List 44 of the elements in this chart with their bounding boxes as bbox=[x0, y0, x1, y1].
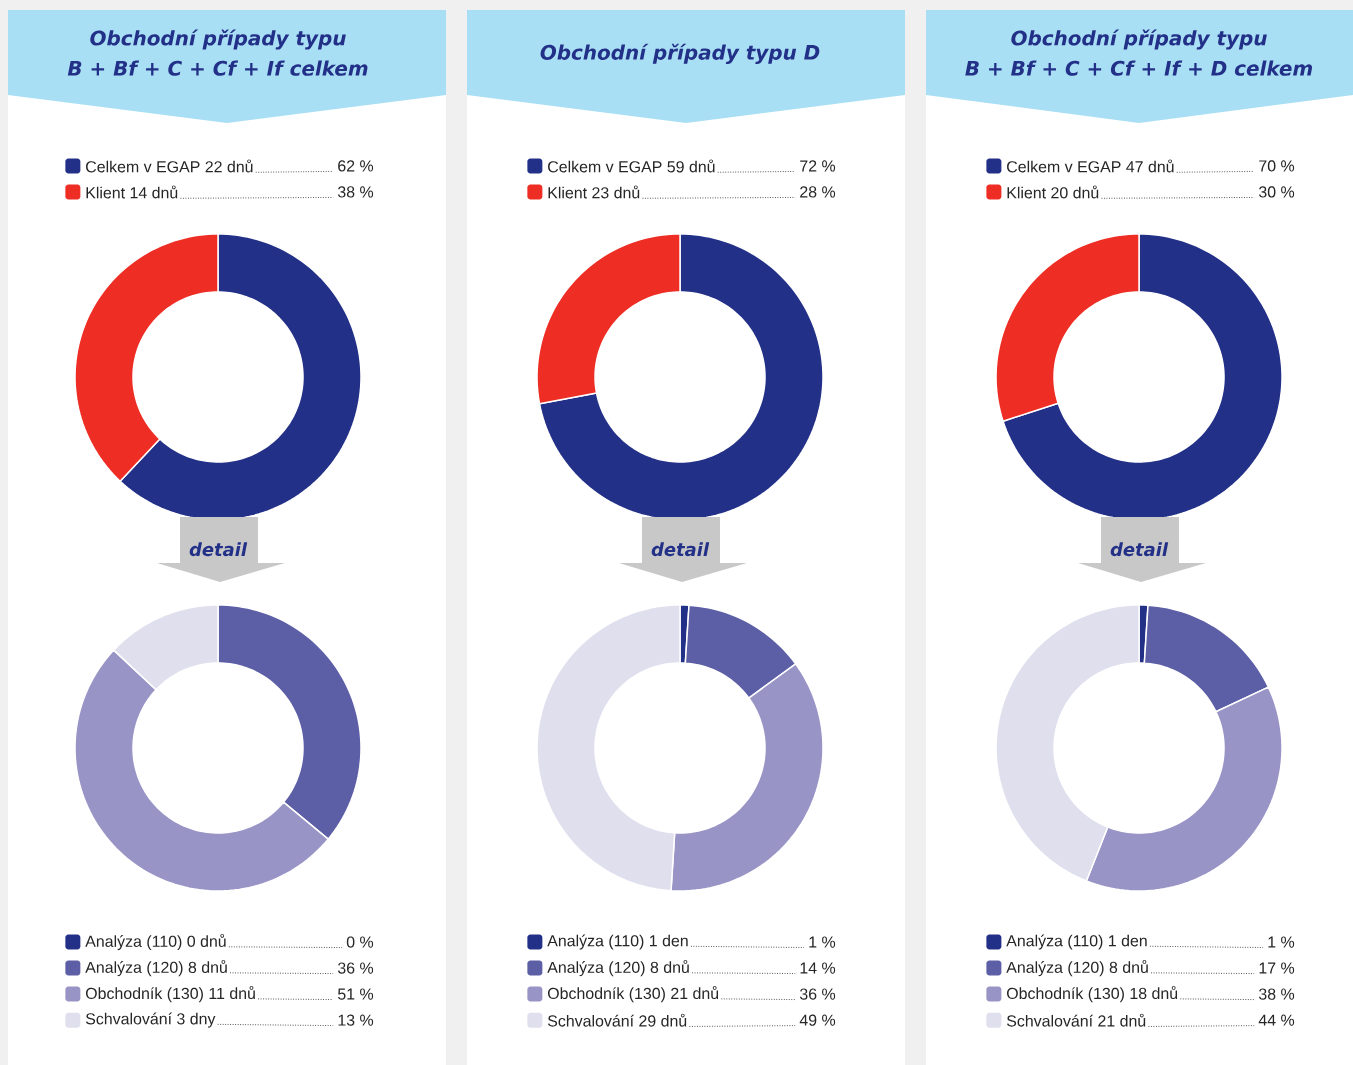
chart-title: detail bbox=[651, 542, 710, 557]
data-label: 30 % bbox=[1258, 186, 1295, 198]
legend-label: Klient 20 dnů bbox=[1007, 185, 1099, 199]
legend-label: Klient 14 dnů bbox=[86, 185, 178, 199]
legend-label: Schvalování 21 dnů bbox=[1006, 1013, 1146, 1027]
data-label: 1 % bbox=[809, 936, 836, 948]
chart-title: Obchodní případy typu bbox=[1011, 29, 1267, 50]
legend-label: Analýza (110) 1 den bbox=[1006, 934, 1147, 950]
legend-label: Analýza (120) 8 dnů bbox=[1006, 960, 1148, 977]
legend-label: Celkem v EGAP 47 dnů bbox=[1007, 159, 1174, 173]
data-label: 36 % bbox=[337, 962, 374, 974]
legend-label: Analýza (110) 1 den bbox=[547, 934, 688, 950]
data-label: 38 % bbox=[337, 186, 374, 198]
text: 0 % bbox=[346, 936, 374, 948]
chart-title: detail bbox=[189, 542, 248, 557]
chart-subtitle: B + Bf + C + Cf + If + D celkem bbox=[965, 60, 1313, 76]
data-label: 49 % bbox=[799, 1014, 836, 1026]
chart-title: Obchodní případy typu bbox=[90, 29, 346, 50]
chart-title: detail bbox=[1110, 542, 1169, 557]
legend-label: Obchodník (130) 18 dnů bbox=[1006, 986, 1178, 1003]
legend-label: Schvalování 29 dnů bbox=[547, 1013, 687, 1027]
legend-label: Celkem v EGAP 22 dnů bbox=[86, 159, 253, 173]
data-label: 28 % bbox=[800, 186, 836, 198]
data-label: 13 % bbox=[338, 1014, 374, 1026]
legend-label: Analýza (110) 0 dnů bbox=[85, 933, 226, 951]
data-label: 17 % bbox=[1259, 962, 1295, 974]
data-label: 72 % bbox=[800, 160, 836, 172]
legend-label: Obchodník (130) 21 dnů bbox=[547, 986, 719, 1003]
legend-label: Celkem v EGAP 59 dnů bbox=[548, 159, 715, 173]
data-label: 14 % bbox=[800, 962, 836, 974]
data-label: 44 % bbox=[1258, 1014, 1295, 1026]
data-label: 62 % bbox=[338, 160, 374, 172]
chart-subtitle: B + Bf + C + Cf + If celkem bbox=[67, 60, 368, 76]
legend-label: Analýza (120) 8 dnů bbox=[547, 960, 689, 977]
data-label: 51 % bbox=[337, 988, 374, 1000]
data-label: 38 % bbox=[1258, 988, 1295, 1000]
data-label: 70 % bbox=[1259, 160, 1295, 172]
chart-title: Obchodní případy typu D bbox=[540, 43, 820, 64]
data-label: 1 % bbox=[1268, 936, 1295, 948]
legend-label: Schvalování 3 dny bbox=[85, 1012, 216, 1028]
legend-label: Analýza (120) 8 dnů bbox=[85, 960, 227, 977]
legend-label: Klient 23 dnů bbox=[548, 185, 640, 199]
data-label: 36 % bbox=[799, 988, 836, 1000]
legend-label: Obchodník (130) 11 dnů bbox=[85, 986, 255, 1003]
